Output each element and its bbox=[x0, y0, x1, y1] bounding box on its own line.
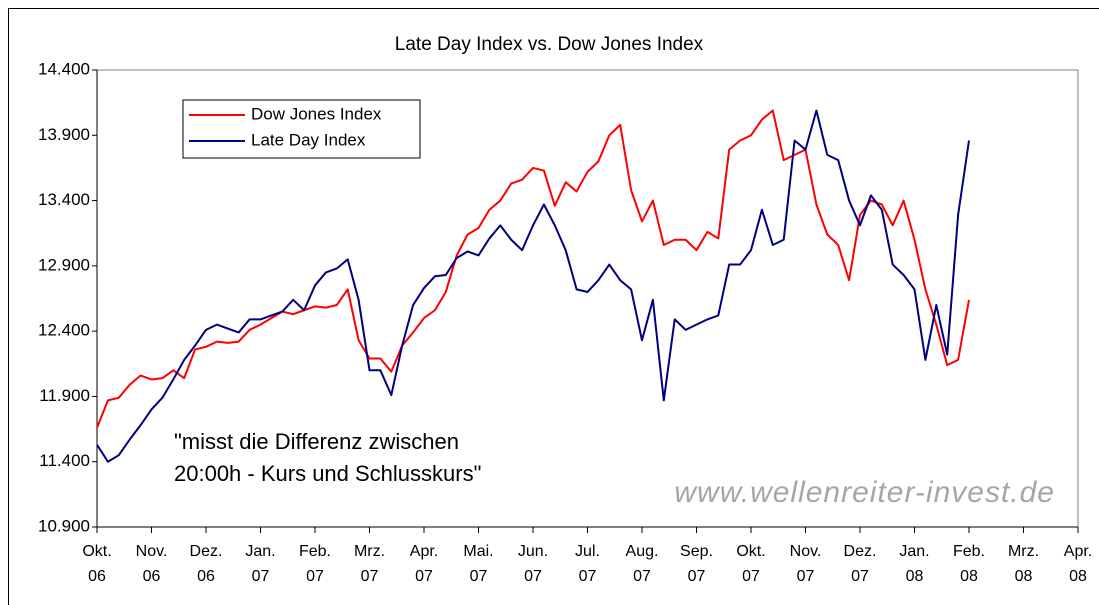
chart-title: Late Day Index vs. Dow Jones Index bbox=[395, 34, 704, 55]
x-tick-label: Aug. 07 bbox=[625, 543, 659, 585]
x-tick-label: Dez. 06 bbox=[189, 543, 223, 585]
x-tick-label: Feb. 08 bbox=[952, 543, 985, 585]
x-tick-label: Jan. 08 bbox=[899, 543, 930, 585]
x-tick-label: Jun. 07 bbox=[517, 543, 549, 585]
chart-frame bbox=[8, 8, 1099, 605]
y-tick-label: 14.400 bbox=[38, 59, 90, 78]
y-tick-label: 11.900 bbox=[39, 386, 90, 405]
watermark: www.wellenreiter-invest.de bbox=[674, 476, 1055, 509]
y-tick-label: 13.400 bbox=[38, 190, 90, 209]
line-series bbox=[96, 109, 970, 429]
y-tick-label: 10.900 bbox=[38, 516, 90, 535]
y-tick-label: 12.900 bbox=[38, 255, 90, 274]
legend-label: Late Day Index bbox=[251, 130, 366, 149]
x-tick-label: Apr. 07 bbox=[409, 543, 439, 585]
x-tick-label: Okt. 07 bbox=[736, 543, 766, 585]
annotation: "misst die Differenz zwischen bbox=[174, 429, 459, 454]
x-tick-label: Mai. 07 bbox=[463, 543, 494, 585]
legend-label: Dow Jones Index bbox=[251, 104, 382, 123]
legend-box bbox=[182, 99, 421, 159]
x-tick-label: Dez. 07 bbox=[843, 543, 877, 585]
x-tick-label: Nov. 06 bbox=[135, 543, 168, 585]
x-tick-label: Jul. 07 bbox=[575, 543, 600, 585]
line-series bbox=[96, 109, 970, 463]
y-tick-label: 12.400 bbox=[38, 321, 90, 340]
annotation: 20:00h - Kurs und Schlusskurs" bbox=[174, 461, 481, 486]
x-tick-label: Apr. 08 bbox=[1063, 543, 1093, 585]
y-tick-label: 11.400 bbox=[39, 451, 90, 470]
x-tick-label: Sep. 07 bbox=[680, 543, 713, 585]
x-tick-label: Nov. 07 bbox=[789, 543, 822, 585]
x-tick-label: Mrz. 08 bbox=[1007, 543, 1040, 585]
x-tick-label: Mrz. 07 bbox=[353, 543, 386, 585]
x-tick-label: Feb. 07 bbox=[298, 543, 331, 585]
annotation-box bbox=[166, 425, 544, 495]
x-tick-label: Okt. 06 bbox=[82, 543, 112, 585]
x-tick-label: Jan. 07 bbox=[245, 543, 276, 585]
y-tick-label: 13.900 bbox=[38, 125, 90, 144]
